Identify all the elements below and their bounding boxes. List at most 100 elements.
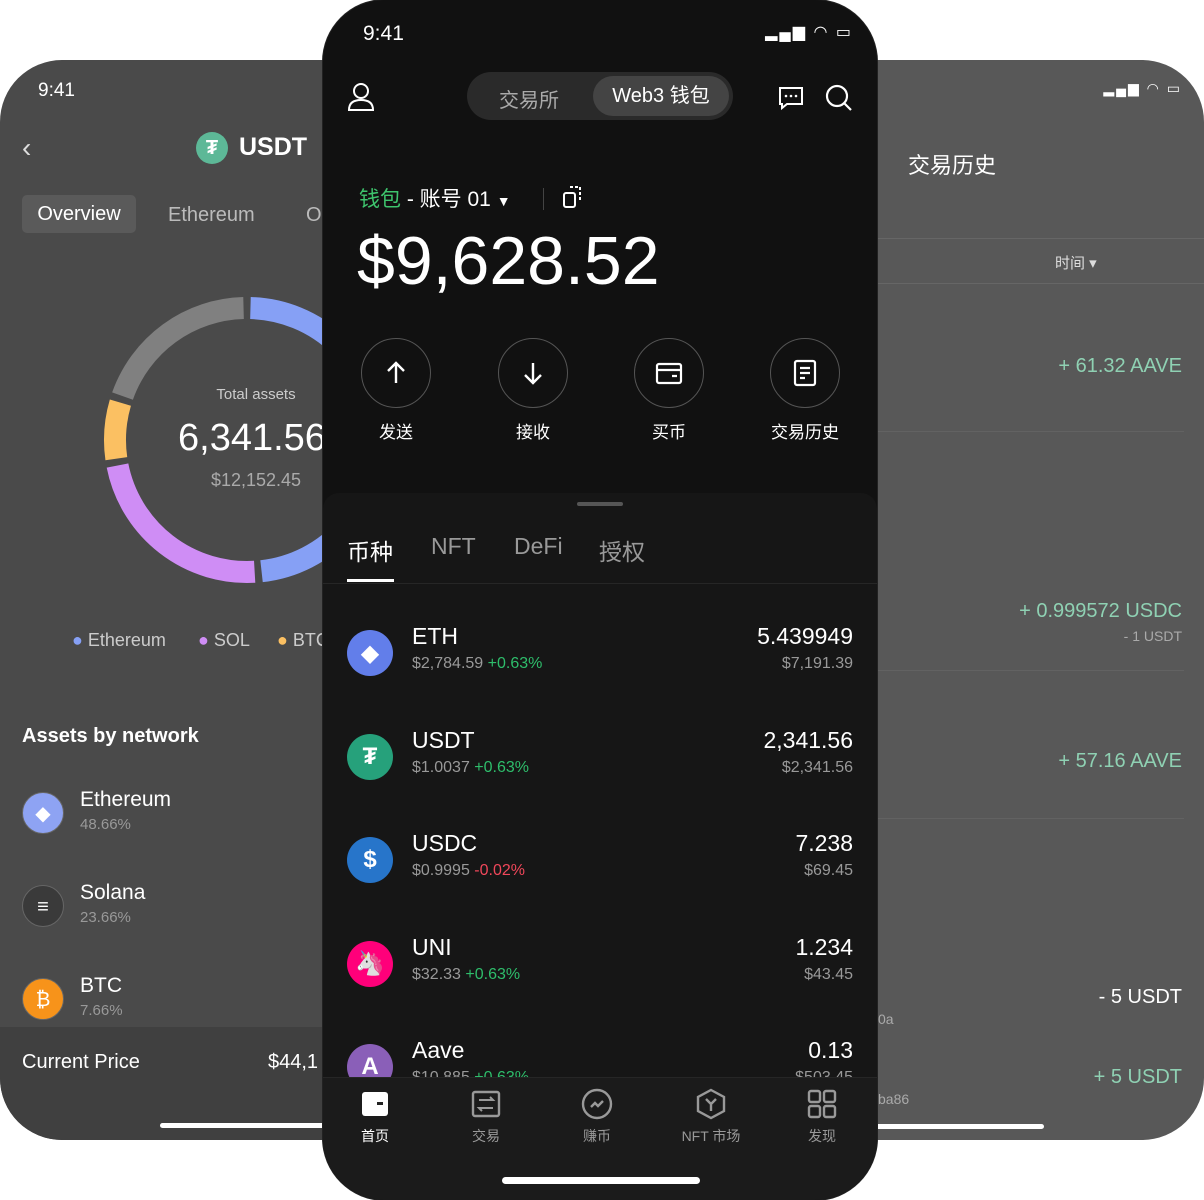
nav-earn[interactable]: 赚币 bbox=[552, 1088, 642, 1146]
nav-discover[interactable]: 发现 bbox=[777, 1088, 867, 1146]
buy-button[interactable]: 买币 bbox=[624, 338, 714, 443]
coin-icon: ₮ bbox=[347, 733, 393, 780]
account-name: - 账号 01 bbox=[406, 188, 491, 211]
coin-value: $2,341.56 bbox=[781, 758, 853, 776]
history-button[interactable]: 交易历史 bbox=[760, 338, 850, 443]
nav-label: 发现 bbox=[808, 1128, 836, 1144]
network-name: BTC bbox=[80, 974, 122, 997]
discover-icon bbox=[807, 1089, 837, 1119]
mode-toggle[interactable]: 交易所 Web3 钱包 bbox=[467, 72, 733, 120]
coin-value: $43.45 bbox=[804, 965, 853, 983]
page-title: USDT bbox=[239, 133, 308, 161]
network-pct: 7.66% bbox=[80, 1002, 123, 1019]
wallet-label: 钱包 bbox=[359, 188, 401, 211]
coin-price: $1.0037 bbox=[412, 758, 470, 776]
price-label: Current Price bbox=[22, 1051, 140, 1073]
history-icon bbox=[793, 359, 817, 387]
receive-button[interactable]: 接收 bbox=[488, 338, 578, 443]
network-pct: 23.66% bbox=[80, 909, 131, 926]
coin-amount: 0.13 bbox=[808, 1037, 853, 1063]
coin-icon: $ bbox=[347, 837, 393, 883]
coin-change: +0.63% bbox=[487, 655, 543, 672]
nav-label: 首页 bbox=[361, 1128, 389, 1144]
nav-label: NFT 市场 bbox=[681, 1128, 741, 1144]
send-button[interactable]: 发送 bbox=[351, 338, 441, 443]
asset-tab[interactable]: 授权 bbox=[599, 539, 645, 565]
total-assets-usd: $12,152.45 bbox=[210, 470, 302, 490]
home-indicator bbox=[850, 1124, 1044, 1129]
coin-value: $7,191.39 bbox=[781, 655, 853, 672]
donut-slice-btc bbox=[104, 399, 132, 461]
toggle-web3-wallet[interactable]: Web3 钱包 bbox=[593, 76, 729, 116]
time-filter[interactable]: 时间 ▾ bbox=[1055, 255, 1097, 272]
nav-nft-market[interactable]: NFT 市场 bbox=[666, 1088, 756, 1146]
coin-row[interactable]: 🦄 UNI $32.33 +0.63% 1.234 $43.45 bbox=[323, 931, 877, 1034]
network-item[interactable]: ◆ Ethereum 48.66% bbox=[0, 780, 330, 840]
receive-icon bbox=[524, 363, 542, 385]
nav-label: 赚币 bbox=[583, 1128, 611, 1144]
coin-name: ETH bbox=[412, 623, 458, 649]
section-title: Assets by network bbox=[22, 725, 199, 747]
buy-icon bbox=[655, 362, 683, 385]
history-amount: + 5 USDT bbox=[1093, 1066, 1182, 1088]
status-icons: ▂▄▆ ◠ ▭ bbox=[1103, 80, 1182, 96]
nav-trade[interactable]: 交易 bbox=[441, 1088, 531, 1146]
coin-amount: 7.238 bbox=[795, 830, 853, 856]
coin-row[interactable]: $ USDC $0.9995 -0.02% 7.238 $69.45 bbox=[323, 827, 877, 930]
message-icon[interactable] bbox=[777, 85, 805, 111]
send-label: 发送 bbox=[379, 423, 413, 442]
account-selector[interactable]: 钱包 - 账号 01 ▼ bbox=[359, 188, 511, 211]
coin-row[interactable]: ₮ USDT $1.0037 +0.63% 2,341.56 $2,341.56 bbox=[323, 724, 877, 827]
nav-home[interactable]: 首页 bbox=[330, 1088, 420, 1146]
home-indicator bbox=[160, 1123, 360, 1128]
network-name: Ethereum bbox=[80, 788, 172, 811]
network-item[interactable]: ≡ Solana 23.66% bbox=[0, 873, 330, 933]
price-value: $44,1 bbox=[268, 1051, 319, 1073]
coin-price: $32.33 bbox=[412, 965, 461, 983]
asset-tab[interactable]: NFT bbox=[431, 533, 476, 559]
legend-item: ● SOL bbox=[198, 630, 250, 650]
coin-name: USDT bbox=[412, 726, 475, 753]
buy-label: 买币 bbox=[652, 423, 686, 442]
network-icon: ◆ bbox=[22, 792, 64, 834]
network-pct: 48.66% bbox=[80, 816, 131, 833]
donut-slice-sol bbox=[106, 463, 256, 583]
legend-label: BTC bbox=[292, 630, 329, 650]
toggle-exchange[interactable]: 交易所 bbox=[499, 90, 559, 112]
network-item[interactable]: ₿ BTC 7.66% bbox=[0, 966, 330, 1026]
back-icon[interactable]: ‹ bbox=[22, 132, 32, 163]
asset-panel: 币种 NFT DeFi 授权 ◆ ETH $2,784.59 +0.63% 5.439… bbox=[323, 493, 877, 1093]
coin-change: -0.02% bbox=[474, 862, 525, 879]
home-icon bbox=[362, 1092, 388, 1116]
history-label: 交易历史 bbox=[771, 423, 839, 442]
history-amount: + 61.32 AAVE bbox=[1058, 355, 1182, 377]
usdt-icon: ₮ bbox=[196, 132, 228, 164]
copy-icon[interactable] bbox=[563, 185, 583, 209]
legend-item: ● Ethereum bbox=[72, 630, 166, 650]
nft-market-icon bbox=[696, 1088, 726, 1120]
send-icon bbox=[387, 361, 405, 383]
status-icons: ▂▄▆ ◠ ▭ bbox=[765, 24, 853, 41]
legend-label: Ethereum bbox=[87, 630, 166, 650]
drag-handle[interactable] bbox=[577, 502, 623, 506]
history-amount: - 5 USDT bbox=[1098, 986, 1182, 1008]
search-icon[interactable] bbox=[825, 84, 853, 112]
history-sub-amount: - 1 USDT bbox=[1123, 628, 1182, 644]
coin-value: $69.45 bbox=[804, 862, 853, 879]
total-balance: $9,628.52 bbox=[357, 223, 660, 299]
asset-tab[interactable]: DeFi bbox=[514, 533, 563, 559]
tab-other[interactable]: O bbox=[306, 204, 322, 226]
coin-amount: 5.439949 bbox=[757, 623, 853, 649]
history-address: ba86 bbox=[878, 1091, 910, 1107]
coin-icon: ◆ bbox=[347, 630, 393, 676]
nav-label: 交易 bbox=[472, 1128, 500, 1144]
coin-change: +0.63% bbox=[465, 965, 521, 983]
coin-row[interactable]: ◆ ETH $2,784.59 +0.63% 5.439949 $7,191.3… bbox=[323, 620, 877, 723]
total-assets-value: 6,341.56 bbox=[178, 417, 326, 459]
coin-amount: 1.234 bbox=[795, 933, 853, 960]
tab-overview[interactable]: Overview bbox=[22, 195, 136, 233]
coin-price: $0.9995 bbox=[412, 862, 470, 879]
profile-icon[interactable] bbox=[347, 82, 375, 112]
tab-ethereum[interactable]: Ethereum bbox=[168, 204, 255, 226]
asset-tab[interactable]: 币种 bbox=[347, 539, 393, 565]
